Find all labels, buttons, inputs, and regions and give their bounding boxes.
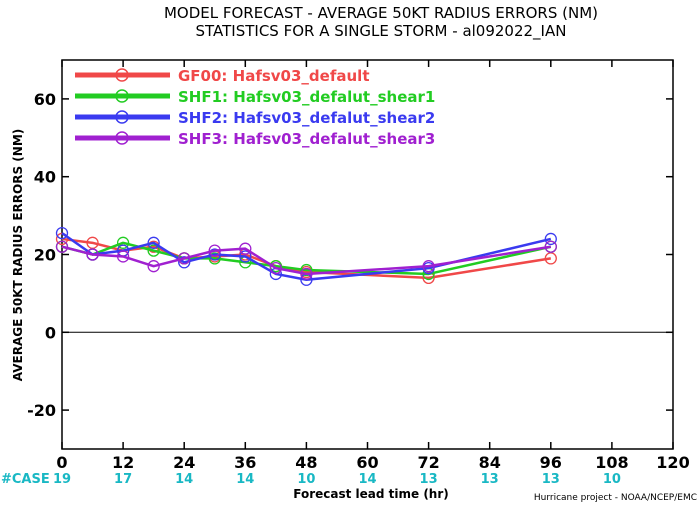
series-line-3: [61, 245, 551, 276]
data-point: [208, 248, 221, 261]
y-tick-label: 40: [34, 168, 56, 187]
data-point: [147, 244, 160, 257]
data-point: [86, 236, 99, 249]
case-count: 14: [175, 472, 193, 487]
y-ticks: -20 0 20 40 60: [27, 90, 673, 420]
case-count: 17: [114, 472, 132, 487]
legend-marker: [115, 110, 129, 124]
series-line-2: [61, 232, 552, 282]
data-point: [544, 252, 557, 265]
case-count: 10: [297, 472, 315, 487]
case-label: #CASE: [1, 472, 50, 487]
legend-entry: SHF1: Hafsv03_defalut_shear1: [178, 88, 435, 106]
data-point: [544, 232, 557, 246]
x-tick-label: 84: [479, 453, 501, 472]
data-point: [300, 263, 313, 277]
x-tick-label: 60: [356, 453, 378, 472]
x-tick-label: 48: [295, 453, 317, 472]
x-tick-label: 0: [56, 453, 67, 472]
case-count: 19: [53, 472, 71, 487]
data-point: [239, 242, 252, 255]
case-count: 14: [358, 472, 376, 487]
data-point: [55, 226, 69, 240]
x-tick-label: 72: [417, 453, 439, 472]
y-axis-label: AVERAGE 50KT RADIUS ERRORS (NM): [11, 129, 25, 381]
x-tick-label: 24: [173, 453, 195, 472]
data-point: [116, 236, 130, 249]
data-point: [178, 256, 191, 269]
data-point: [269, 261, 283, 275]
credit-text: Hurricane project - NOAA/NCEP/EMC: [534, 493, 697, 503]
x-tick-label: 96: [540, 453, 562, 472]
data-point: [147, 260, 160, 273]
data-point: [422, 271, 435, 284]
y-tick-label: -20: [27, 401, 56, 420]
data-point: [147, 236, 160, 249]
data-point: [208, 244, 221, 257]
data-point: [239, 250, 252, 263]
chart-subtitle: STATISTICS FOR A SINGLE STORM - al092022…: [196, 22, 567, 41]
y-tick-label: 0: [45, 323, 56, 342]
data-point: [86, 248, 99, 261]
chart-title: MODEL FORECAST - AVERAGE 50KT RADIUS ERR…: [164, 4, 598, 22]
x-tick-label: 108: [595, 453, 628, 472]
case-count: 10: [603, 472, 621, 487]
x-ticks: 0 12 24 36 48 60 72 84 96 108 120: [56, 60, 690, 472]
legend-entry: GF00: Hafsv03_default: [178, 67, 369, 85]
legend-entry: SHF3: Hafsv03_defalut_shear3: [178, 130, 435, 148]
x-axis-label: Forecast lead time (hr): [293, 487, 449, 501]
case-count: 13: [420, 472, 438, 487]
data-point: [300, 267, 313, 281]
data-point: [116, 250, 130, 263]
legend-marker: [115, 89, 129, 103]
case-count: 14: [236, 472, 254, 487]
case-count: 13: [542, 472, 560, 487]
legend-marker: [115, 131, 129, 145]
data-point: [178, 252, 191, 265]
legend-marker: [115, 68, 129, 82]
legend: GF00: Hafsv03_default SHF1: Hafsv03_defal…: [75, 67, 435, 148]
data-point: [208, 252, 221, 265]
data-point: [55, 240, 69, 253]
data-point: [544, 240, 557, 253]
y-tick-label: 20: [34, 246, 56, 265]
data-point: [422, 260, 435, 273]
series-group: [55, 226, 557, 286]
x-tick-label: 120: [656, 453, 689, 472]
legend-entry: SHF2: Hafsv03_defalut_shear2: [178, 109, 435, 127]
x-tick-label: 36: [234, 453, 256, 472]
x-tick-label: 12: [112, 453, 134, 472]
y-tick-label: 60: [34, 90, 56, 109]
case-row: #CASE 19 17 14 14 10 14 13 13 13 10: [1, 472, 621, 487]
case-count: 13: [481, 472, 499, 487]
